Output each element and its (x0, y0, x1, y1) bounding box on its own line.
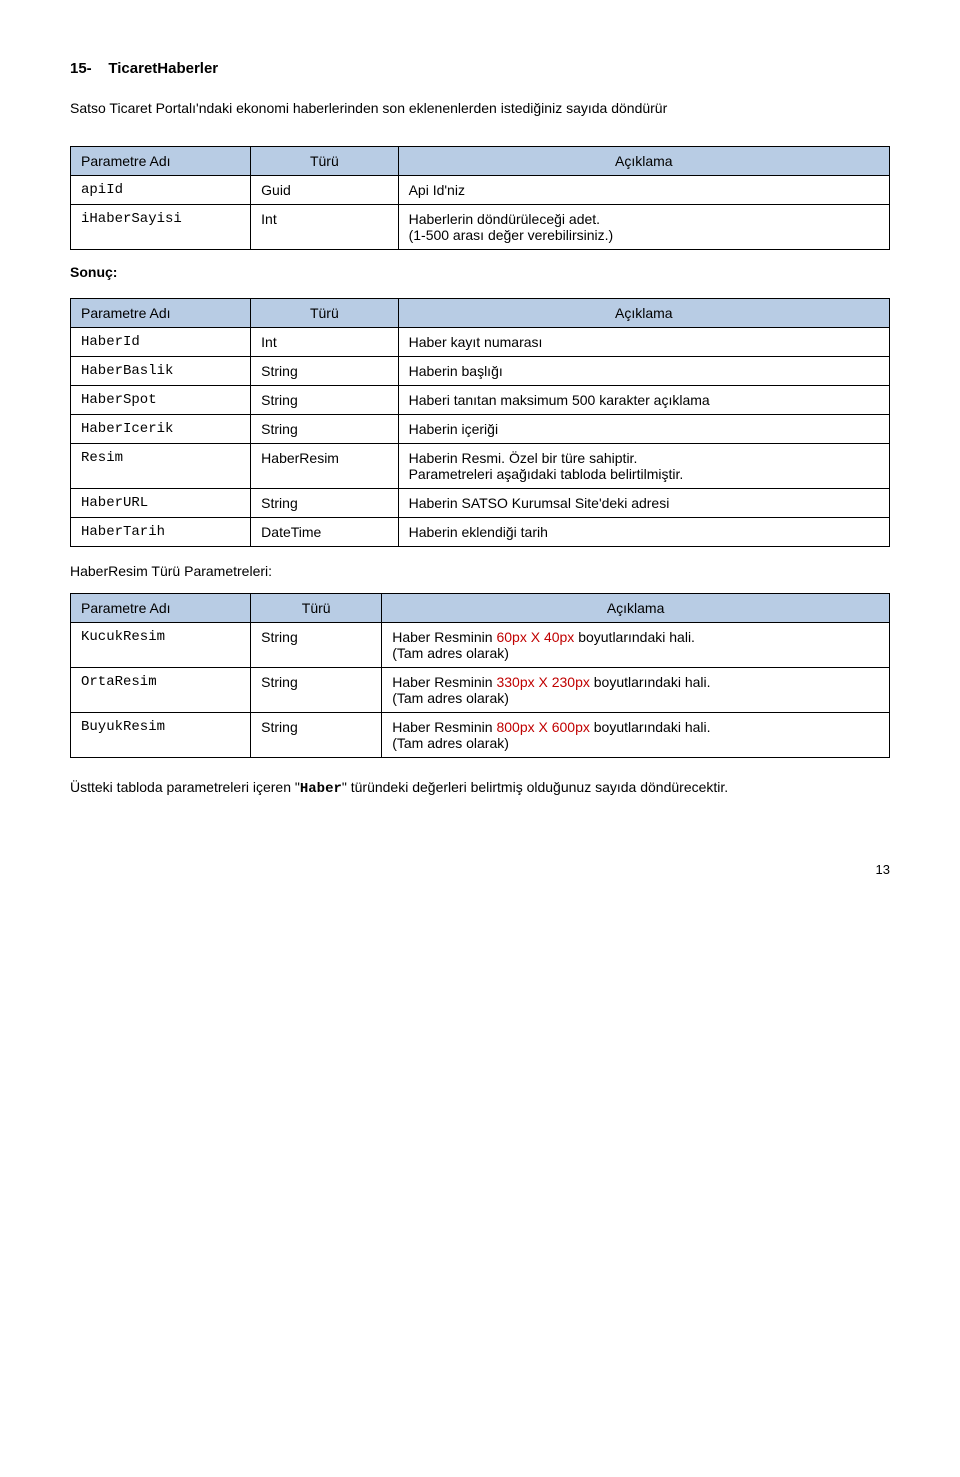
table-row: HaberBaslikStringHaberin başlığı (71, 356, 890, 385)
param-type: String (251, 667, 382, 712)
section-title: 15- TicaretHaberler (70, 60, 890, 77)
param-name: HaberTarih (71, 517, 251, 546)
intro-text: Satso Ticaret Portalı'ndaki ekonomi habe… (70, 95, 890, 122)
param-type: String (251, 356, 398, 385)
param-type: String (251, 712, 382, 757)
param-desc: Haberin eklendiği tarih (398, 517, 889, 546)
param-name: HaberIcerik (71, 414, 251, 443)
title-number: 15- (70, 60, 92, 77)
table-row: HaberIcerikStringHaberin içeriği (71, 414, 890, 443)
param-desc: Haberi tanıtan maksimum 500 karakter açı… (398, 385, 889, 414)
table-row: OrtaResimStringHaber Resminin 330px X 23… (71, 667, 890, 712)
col-header-desc: Açıklama (398, 298, 889, 327)
table-row: BuyukResimStringHaber Resminin 800px X 6… (71, 712, 890, 757)
input-params-table: Parametre Adı Türü Açıklama apiIdGuidApi… (70, 146, 890, 250)
param-desc: Api Id'niz (398, 175, 889, 204)
param-name: KucukResim (71, 622, 251, 667)
sonuc-label: Sonuç: (70, 264, 890, 280)
param-desc: Haberin başlığı (398, 356, 889, 385)
table-row: HaberTarihDateTimeHaberin eklendiği tari… (71, 517, 890, 546)
page-number: 13 (70, 862, 890, 877)
param-type: Guid (251, 175, 398, 204)
table-row: HaberURLStringHaberin SATSO Kurumsal Sit… (71, 488, 890, 517)
param-type: String (251, 385, 398, 414)
param-desc: Haberlerin döndürüleceği adet.(1-500 ara… (398, 204, 889, 249)
param-name: iHaberSayisi (71, 204, 251, 249)
param-desc: Haberin Resmi. Özel bir türe sahiptir.Pa… (398, 443, 889, 488)
param-desc: Haberin SATSO Kurumsal Site'deki adresi (398, 488, 889, 517)
col-header-param: Parametre Adı (71, 593, 251, 622)
table-row: HaberSpotStringHaberi tanıtan maksimum 5… (71, 385, 890, 414)
footer-post: " türündeki değerleri belirtmiş olduğunu… (342, 779, 728, 795)
param-name: apiId (71, 175, 251, 204)
col-header-desc: Açıklama (382, 593, 890, 622)
title-text: TicaretHaberler (108, 60, 218, 77)
param-name: Resim (71, 443, 251, 488)
param-type: HaberResim (251, 443, 398, 488)
col-header-type: Türü (251, 298, 398, 327)
param-type: String (251, 414, 398, 443)
param-desc: Haber Resminin 800px X 600px boyutlarınd… (382, 712, 890, 757)
param-desc: Haber Resminin 60px X 40px boyutlarındak… (382, 622, 890, 667)
output-params-table: Parametre Adı Türü Açıklama HaberIdIntHa… (70, 298, 890, 547)
table-row: iHaberSayisiIntHaberlerin döndürüleceği … (71, 204, 890, 249)
col-header-desc: Açıklama (398, 146, 889, 175)
footer-text: Üstteki tabloda parametreleri içeren "Ha… (70, 774, 890, 803)
col-header-param: Parametre Adı (71, 298, 251, 327)
footer-bold: Haber (300, 781, 342, 797)
param-type: DateTime (251, 517, 398, 546)
table-row: apiIdGuidApi Id'niz (71, 175, 890, 204)
param-desc: Haberin içeriği (398, 414, 889, 443)
param-type: String (251, 622, 382, 667)
param-name: HaberId (71, 327, 251, 356)
param-name: HaberBaslik (71, 356, 251, 385)
footer-pre: Üstteki tabloda parametreleri içeren " (70, 779, 300, 795)
table-row: KucukResimStringHaber Resminin 60px X 40… (71, 622, 890, 667)
param-type: Int (251, 204, 398, 249)
param-name: HaberURL (71, 488, 251, 517)
resim-params-table: Parametre Adı Türü Açıklama KucukResimSt… (70, 593, 890, 758)
param-name: OrtaResim (71, 667, 251, 712)
table-row: ResimHaberResimHaberin Resmi. Özel bir t… (71, 443, 890, 488)
param-name: HaberSpot (71, 385, 251, 414)
param-type: Int (251, 327, 398, 356)
col-header-type: Türü (251, 593, 382, 622)
param-type: String (251, 488, 398, 517)
table-row: HaberIdIntHaber kayıt numarası (71, 327, 890, 356)
resim-subhead: HaberResim Türü Parametreleri: (70, 563, 890, 579)
param-desc: Haber kayıt numarası (398, 327, 889, 356)
param-name: BuyukResim (71, 712, 251, 757)
col-header-type: Türü (251, 146, 398, 175)
param-desc: Haber Resminin 330px X 230px boyutlarınd… (382, 667, 890, 712)
col-header-param: Parametre Adı (71, 146, 251, 175)
